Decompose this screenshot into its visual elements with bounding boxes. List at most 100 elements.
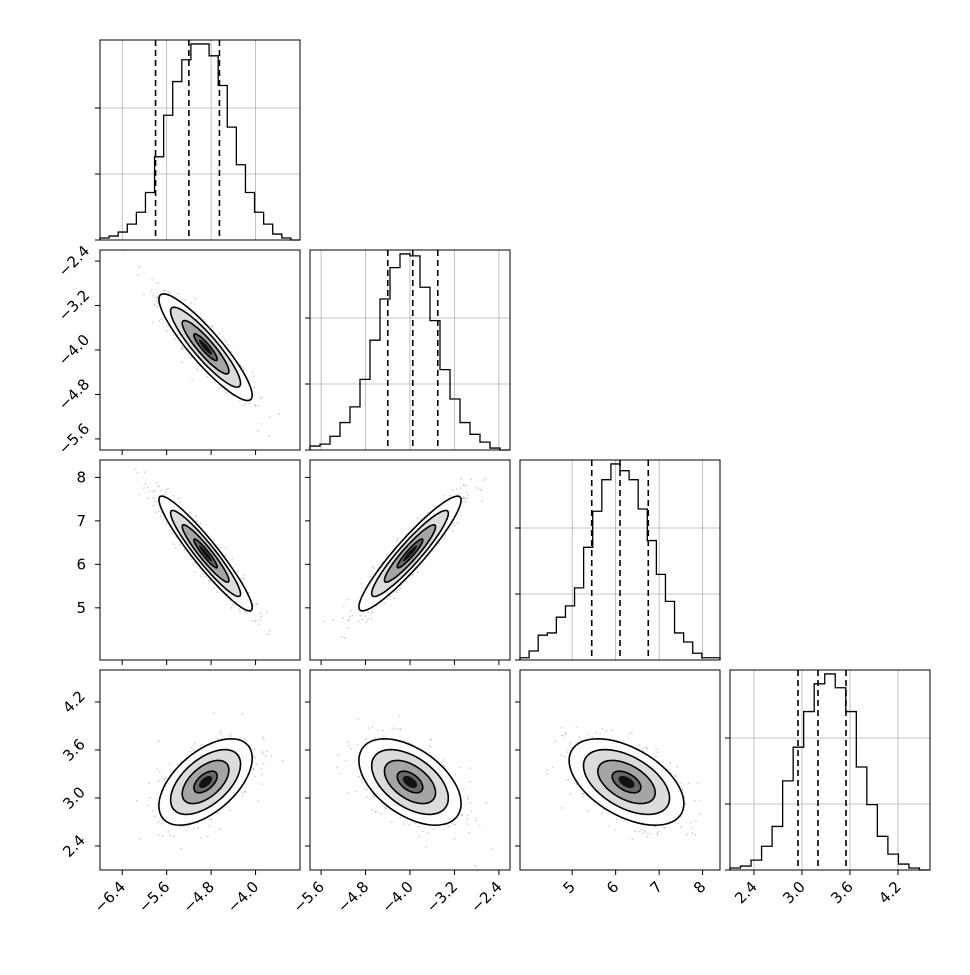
- sample-point: [281, 759, 284, 762]
- sample-point: [582, 796, 584, 798]
- sample-point: [399, 816, 401, 819]
- sample-point: [137, 274, 139, 276]
- sample-point: [393, 597, 396, 600]
- sample-point: [360, 582, 363, 585]
- sample-point: [164, 776, 167, 779]
- sample-point: [427, 512, 429, 514]
- sample-point: [384, 806, 387, 809]
- sample-point: [686, 833, 688, 836]
- sample-point: [380, 813, 382, 815]
- sample-point: [370, 618, 373, 620]
- sample-point: [681, 787, 684, 790]
- sample-point: [245, 611, 248, 613]
- sample-point: [257, 623, 260, 626]
- panel-content: [134, 467, 271, 636]
- sample-point: [694, 833, 697, 836]
- sample-point: [146, 497, 149, 500]
- sample-point: [153, 304, 156, 306]
- sample-point: [561, 807, 564, 809]
- sample-point: [566, 751, 569, 754]
- sample-point: [255, 763, 258, 766]
- sample-point: [260, 751, 263, 753]
- sample-point: [469, 802, 472, 805]
- x-tick-label: −4.8: [179, 878, 217, 916]
- sample-point: [366, 788, 368, 791]
- contour-line-2: [181, 759, 230, 805]
- sample-point: [260, 396, 263, 399]
- sample-point: [337, 754, 340, 756]
- sample-point: [602, 808, 604, 811]
- sample-point: [560, 734, 563, 737]
- sample-point: [185, 829, 188, 832]
- sample-point: [158, 770, 161, 773]
- histogram-panel-4: [725, 669, 931, 871]
- sample-point: [467, 494, 469, 496]
- sample-point: [259, 397, 262, 400]
- sample-point: [242, 369, 245, 371]
- sample-point: [628, 733, 631, 736]
- sample-point: [605, 730, 608, 732]
- sample-point: [152, 497, 155, 500]
- sample-point: [355, 790, 358, 793]
- sample-point: [270, 755, 273, 758]
- sample-point: [392, 727, 394, 730]
- sample-point: [699, 799, 702, 802]
- sample-point: [443, 536, 446, 539]
- sample-point: [638, 744, 640, 747]
- sample-point: [254, 404, 257, 407]
- sample-point: [197, 369, 200, 372]
- sample-point: [656, 832, 659, 834]
- sample-point: [594, 731, 597, 734]
- sample-point: [157, 486, 160, 488]
- sample-point: [147, 804, 150, 807]
- contour-line-4: [158, 737, 254, 827]
- sample-point: [171, 532, 173, 534]
- sample-point: [411, 743, 413, 745]
- sample-point: [242, 578, 244, 580]
- sample-point: [155, 300, 158, 303]
- sample-point: [154, 489, 156, 492]
- sample-point: [188, 512, 191, 514]
- sample-point: [226, 343, 229, 346]
- sample-point: [269, 416, 272, 418]
- sample-point: [645, 747, 648, 750]
- sample-point: [182, 347, 185, 350]
- sample-point: [569, 793, 572, 795]
- sample-point: [152, 295, 155, 297]
- y-tick-label: −5.6: [55, 420, 93, 458]
- sample-point: [361, 618, 364, 621]
- sample-point: [180, 760, 183, 763]
- sample-point: [611, 729, 614, 732]
- sample-point: [462, 483, 465, 486]
- sample-point: [218, 332, 221, 335]
- sample-point: [417, 826, 420, 828]
- sample-point: [646, 835, 648, 838]
- sample-point: [386, 554, 389, 556]
- sample-point: [454, 773, 457, 776]
- y-tick-label: −3.2: [55, 286, 93, 324]
- sample-point: [371, 611, 374, 614]
- panel-frame: [99, 39, 301, 241]
- sample-point: [200, 744, 203, 746]
- sample-point: [261, 773, 264, 776]
- panel-frame: [99, 459, 301, 661]
- sample-point: [154, 500, 157, 503]
- sample-point: [167, 831, 170, 833]
- sample-point: [223, 338, 226, 341]
- sample-point: [157, 484, 160, 487]
- sample-point: [470, 478, 472, 481]
- sample-point: [230, 350, 233, 353]
- x-tick-label: −5.6: [289, 878, 327, 916]
- sample-point: [442, 763, 445, 766]
- sample-point: [254, 757, 257, 759]
- sample-point: [383, 602, 386, 605]
- contour-line-1: [193, 538, 218, 569]
- sample-point: [194, 297, 197, 300]
- sample-point: [349, 747, 352, 750]
- sample-point: [263, 738, 265, 740]
- contour-line-3: [169, 748, 242, 816]
- contour-line-2: [596, 759, 657, 805]
- sample-point: [396, 591, 398, 594]
- sample-point: [400, 728, 402, 730]
- sample-point: [152, 304, 155, 307]
